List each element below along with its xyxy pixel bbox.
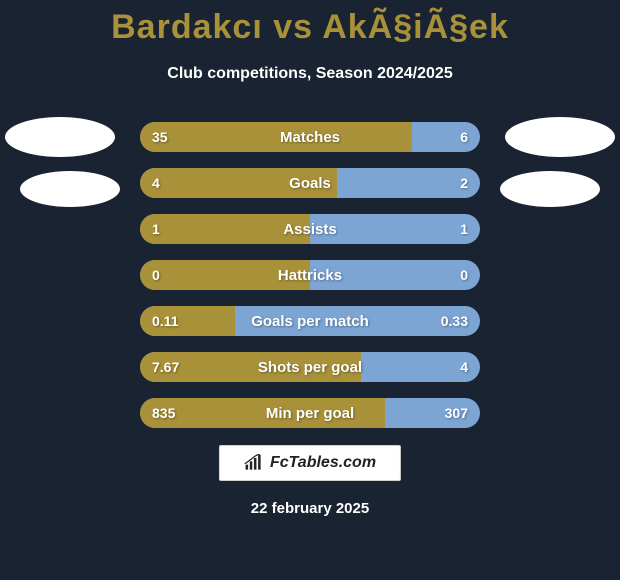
player2-photo xyxy=(505,117,615,157)
source-badge: FcTables.com xyxy=(219,445,401,481)
player1-photo xyxy=(5,117,115,157)
stat-bar: 0Hattricks0 xyxy=(140,260,480,290)
stat-fill-left xyxy=(140,260,310,290)
stat-value-right: 1 xyxy=(460,214,468,244)
stat-value-left: 835 xyxy=(152,398,175,428)
date: 22 february 2025 xyxy=(0,500,620,517)
page-title: Bardakcı vs AkÃ§iÃ§ek xyxy=(0,0,620,47)
stat-bar: 7.67Shots per goal4 xyxy=(140,352,480,382)
stat-value-left: 0 xyxy=(152,260,160,290)
stat-value-right: 4 xyxy=(460,352,468,382)
stat-bar: 0.11Goals per match0.33 xyxy=(140,306,480,336)
stat-bar: 1Assists1 xyxy=(140,214,480,244)
stat-value-left: 0.11 xyxy=(152,306,178,336)
subtitle: Club competitions, Season 2024/2025 xyxy=(0,65,620,83)
stat-fill-left xyxy=(140,122,412,152)
chart-icon xyxy=(244,454,264,472)
stat-value-left: 7.67 xyxy=(152,352,179,382)
stat-fill-left xyxy=(140,398,385,428)
stat-value-right: 2 xyxy=(460,168,468,198)
stat-value-right: 0.33 xyxy=(441,306,468,336)
stats-container: 35Matches6 4Goals2 1Assists1 0Hattricks0 0.1… xyxy=(140,122,480,444)
stat-value-left: 35 xyxy=(152,122,168,152)
stat-value-right: 307 xyxy=(445,398,468,428)
stat-fill-left xyxy=(140,214,310,244)
stat-value-left: 4 xyxy=(152,168,160,198)
stat-value-left: 1 xyxy=(152,214,160,244)
stat-bar: 35Matches6 xyxy=(140,122,480,152)
stat-value-right: 6 xyxy=(460,122,468,152)
source-text: FcTables.com xyxy=(270,454,376,472)
stat-bar: 835Min per goal307 xyxy=(140,398,480,428)
stat-fill-left xyxy=(140,168,337,198)
stat-value-right: 0 xyxy=(460,260,468,290)
player2-club-logo xyxy=(500,171,600,207)
stat-bar: 4Goals2 xyxy=(140,168,480,198)
player1-club-logo xyxy=(20,171,120,207)
